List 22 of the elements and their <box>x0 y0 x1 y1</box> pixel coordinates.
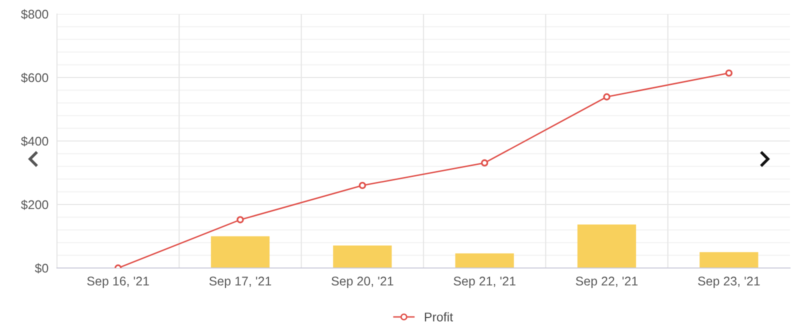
x-tick-label: Sep 20, '21 <box>332 276 394 288</box>
y-tick-label: $600 <box>20 72 48 83</box>
y-tick-label: $400 <box>20 136 48 146</box>
bar <box>210 236 270 268</box>
x-tick-label: Sep 22, '21 <box>576 276 638 288</box>
point <box>725 69 733 77</box>
y-tick-label: $800 <box>20 9 48 20</box>
y-tick-label: $0 <box>34 263 48 274</box>
bar <box>700 252 758 268</box>
bar <box>333 245 392 268</box>
x-tick-label: Sep 16, '21 <box>87 276 149 288</box>
bar <box>577 224 636 268</box>
x-tick-label: Sep 23, '21 <box>698 276 760 288</box>
x-tick-label: Sep 21, '21 <box>454 276 516 288</box>
y-tick-label: $200 <box>20 200 48 210</box>
point <box>358 182 366 190</box>
x-tick-label: Sep 17, '21 <box>209 276 272 288</box>
point <box>480 159 488 167</box>
legend-label: Profit <box>424 312 453 322</box>
point <box>603 93 610 100</box>
point <box>236 216 244 224</box>
bar <box>455 253 514 268</box>
